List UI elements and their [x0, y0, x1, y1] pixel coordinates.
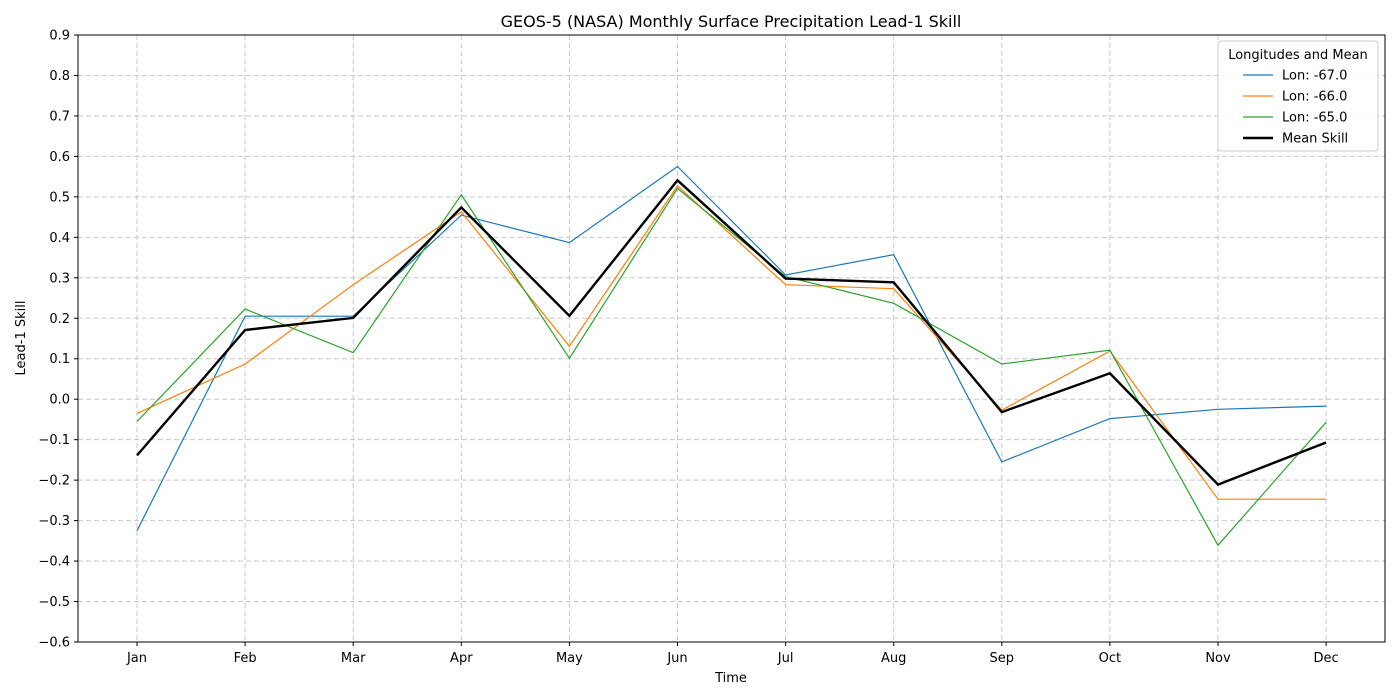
legend-label: Lon: -67.0 — [1282, 69, 1347, 84]
x-tick-label: Jul — [777, 651, 794, 666]
legend-title: Longitudes and Mean — [1228, 48, 1368, 63]
series-lines — [136, 165, 1327, 547]
y-tick-label: 0.9 — [49, 29, 70, 44]
x-tick-label: Feb — [234, 651, 257, 666]
series-line-lon-2 — [136, 187, 1327, 547]
x-tick-label: Nov — [1205, 651, 1231, 666]
y-tick-label: 0.3 — [49, 271, 70, 286]
series-line-mean-skill — [136, 178, 1327, 487]
legend: Longitudes and Mean Lon: -67.0 Lon: -66.0 L… — [1217, 40, 1379, 152]
legend-label: Lon: -66.0 — [1282, 90, 1347, 105]
x-tick-label: May — [556, 651, 583, 666]
y-tick-label: −0.2 — [38, 474, 70, 489]
x-tick-label: Jan — [126, 651, 147, 666]
y-tick-label: 0.2 — [49, 312, 70, 327]
y-tick-label: 0.0 — [49, 393, 70, 408]
y-tick-label: 0.4 — [49, 231, 70, 246]
y-tick-label: −0.5 — [38, 595, 70, 610]
x-tick-label: Mar — [341, 651, 366, 666]
y-tick-label: 0.1 — [49, 352, 70, 367]
x-tick-label: Jun — [666, 651, 687, 666]
y-tick-label: −0.3 — [38, 514, 70, 529]
y-axis-title: Lead-1 Skill — [14, 301, 29, 376]
y-tick-label: 0.8 — [49, 69, 70, 84]
x-axis-title: Time — [714, 671, 747, 686]
plot-area — [77, 34, 1386, 643]
y-tick-label: −0.1 — [38, 433, 70, 448]
x-tick-label: Dec — [1314, 651, 1339, 666]
x-tick-label: Aug — [881, 651, 906, 666]
legend-box — [1217, 40, 1379, 152]
y-tick-label: 0.5 — [49, 190, 70, 205]
y-tick-label: 0.7 — [49, 109, 70, 124]
x-tick-label: Oct — [1099, 651, 1121, 666]
x-tick-label: Sep — [990, 651, 1015, 666]
x-axis: Jan Feb Mar Apr May Jun Jul Aug Sep Oct Nov Dec — [126, 642, 1339, 666]
y-tick-label: 0.6 — [49, 150, 70, 165]
legend-label: Mean Skill — [1282, 132, 1348, 147]
y-tick-label: −0.4 — [38, 555, 70, 570]
y-tick-label: −0.6 — [38, 636, 70, 651]
chart-title: GEOS-5 (NASA) Monthly Surface Precipitat… — [501, 12, 962, 31]
grid — [78, 34, 1385, 643]
y-axis: −0.6 −0.5 −0.4 −0.3 −0.2 −0.1 0.0 0.1 0.2 0.3 0.4 0… — [38, 29, 78, 651]
series-line-lon-0 — [136, 165, 1327, 531]
legend-label: Lon: -65.0 — [1282, 111, 1347, 126]
x-tick-label: Apr — [450, 651, 473, 666]
series-line-lon-1 — [136, 184, 1327, 500]
